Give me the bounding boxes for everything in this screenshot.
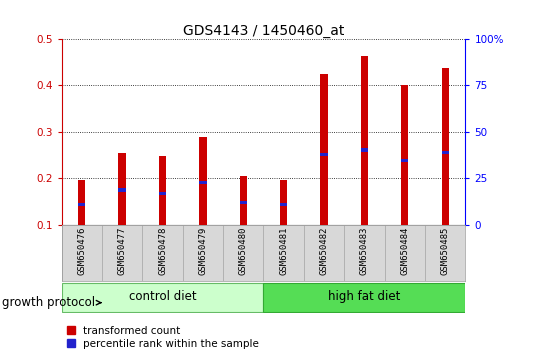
Text: high fat diet: high fat diet (328, 290, 401, 303)
Text: GSM650478: GSM650478 (158, 227, 167, 275)
Bar (159, 156, 166, 225)
Bar (361, 56, 368, 225)
Bar (263, 283, 465, 312)
Bar (62, 283, 263, 312)
Bar (320, 153, 328, 156)
Text: GSM650481: GSM650481 (279, 227, 288, 275)
Bar (401, 159, 409, 162)
Bar (118, 153, 126, 225)
Bar (142, 225, 182, 281)
Bar (182, 225, 223, 281)
Bar (425, 225, 465, 281)
Bar (78, 203, 86, 206)
Bar (199, 181, 207, 184)
Text: GSM650482: GSM650482 (319, 227, 328, 275)
Bar (361, 148, 368, 152)
Bar (345, 225, 385, 281)
Bar (304, 225, 345, 281)
Bar (240, 176, 247, 225)
Bar (223, 225, 264, 281)
Bar (62, 225, 102, 281)
Bar (78, 180, 86, 225)
Legend: transformed count, percentile rank within the sample: transformed count, percentile rank withi… (67, 326, 259, 349)
Bar (320, 74, 328, 225)
Text: GSM650485: GSM650485 (441, 227, 450, 275)
Bar (441, 151, 449, 154)
Bar (280, 203, 287, 206)
Text: GSM650484: GSM650484 (400, 227, 409, 275)
Bar (199, 137, 207, 225)
Text: GSM650476: GSM650476 (77, 227, 86, 275)
Bar (240, 201, 247, 204)
Bar (159, 192, 166, 195)
Bar (118, 188, 126, 192)
Bar (385, 225, 425, 281)
Bar (263, 225, 304, 281)
Text: GSM650477: GSM650477 (118, 227, 127, 275)
Bar (280, 180, 287, 225)
Text: GSM650480: GSM650480 (239, 227, 248, 275)
Text: GSM650483: GSM650483 (360, 227, 369, 275)
Text: control diet: control diet (129, 290, 196, 303)
Title: GDS4143 / 1450460_at: GDS4143 / 1450460_at (183, 24, 344, 38)
Bar (401, 85, 409, 225)
Bar (102, 225, 142, 281)
Bar (441, 68, 449, 225)
Text: GSM650479: GSM650479 (198, 227, 208, 275)
Text: growth protocol: growth protocol (2, 296, 95, 309)
